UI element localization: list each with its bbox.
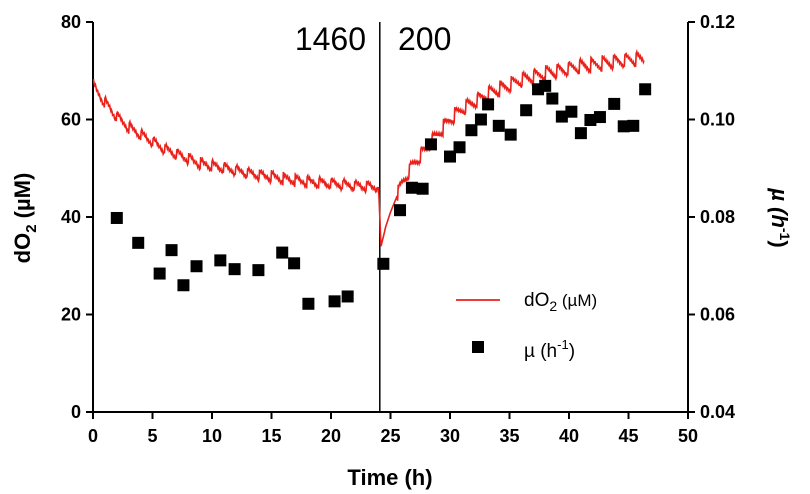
legend-do2-label: dO2 (µM) xyxy=(524,290,597,314)
y-right-tick-label: 0.04 xyxy=(700,402,735,422)
series-do2-line xyxy=(92,49,645,247)
y-left-tick-label: 80 xyxy=(61,12,81,32)
mu-point xyxy=(228,263,241,276)
y-axis-left-ticks: 0 20 40 60 80 xyxy=(61,12,93,422)
x-tick-label: 15 xyxy=(261,426,281,446)
y-right-tick-label: 0.08 xyxy=(700,207,735,227)
y-right-tick-label: 0.10 xyxy=(700,110,735,130)
annotation-right-phase: 200 xyxy=(398,21,451,57)
x-tick-label: 30 xyxy=(440,426,460,446)
y-left-tick-label: 40 xyxy=(61,207,81,227)
y-axis-right-title: µ (h-1) xyxy=(767,187,793,247)
mu-point xyxy=(482,98,495,111)
y-axis-right-ticks: 0.04 0.06 0.08 0.10 0.12 xyxy=(688,12,735,422)
mu-point xyxy=(214,254,227,267)
mu-point xyxy=(416,182,429,195)
mu-point xyxy=(252,264,265,277)
legend-mu-label: µ (h-1) xyxy=(524,337,575,362)
mu-point xyxy=(444,150,456,163)
mu-point xyxy=(153,267,166,280)
legend: dO2 (µM) µ (h-1) xyxy=(456,290,597,362)
mu-point xyxy=(394,204,407,217)
x-tick-label: 5 xyxy=(147,426,157,446)
mu-point xyxy=(165,244,178,257)
mu-point xyxy=(520,104,533,117)
x-tick-label: 10 xyxy=(202,426,222,446)
mu-point xyxy=(617,120,630,133)
y-right-title-unit: ) xyxy=(767,240,792,247)
x-tick-label: 20 xyxy=(321,426,341,446)
x-axis-ticks: 0 5 10 15 20 25 30 35 40 45 50 xyxy=(88,412,698,446)
mu-point xyxy=(276,246,289,259)
mu-point xyxy=(539,79,552,92)
mu-point xyxy=(177,279,190,292)
mu-point xyxy=(555,110,568,123)
x-tick-label: 50 xyxy=(678,426,698,446)
mu-point xyxy=(565,105,578,118)
y-right-tick-label: 0.06 xyxy=(700,305,735,325)
mu-point xyxy=(288,257,301,270)
x-axis-title: Time (h) xyxy=(347,465,432,490)
y-left-title-main: dO xyxy=(10,233,35,264)
mu-point xyxy=(546,92,559,105)
x-tick-label: 0 xyxy=(88,426,98,446)
mu-point xyxy=(492,119,505,132)
y-left-title-sub: 2 xyxy=(23,224,40,232)
mu-point xyxy=(504,128,517,141)
y-right-title-main: µ (h xyxy=(767,187,792,228)
x-tick-label: 40 xyxy=(559,426,579,446)
mu-point xyxy=(453,141,466,154)
mu-point xyxy=(608,97,621,110)
mu-point xyxy=(302,297,315,310)
mu-point xyxy=(639,83,652,96)
mu-point xyxy=(190,260,203,273)
mu-point xyxy=(574,127,587,140)
mu-point xyxy=(424,138,437,151)
x-tick-label: 45 xyxy=(618,426,638,446)
series-mu-markers xyxy=(110,79,652,310)
mu-point xyxy=(465,124,478,137)
legend-mu-swatch xyxy=(472,341,484,353)
y-axis-left-title: dO2 (µM) xyxy=(10,173,40,264)
mu-point xyxy=(328,295,341,308)
mu-point xyxy=(627,119,640,132)
mu-point xyxy=(593,111,606,124)
y-right-tick-label: 0.12 xyxy=(700,12,735,32)
mu-point xyxy=(584,113,597,126)
mu-point xyxy=(341,290,354,303)
annotation-left-phase: 1460 xyxy=(295,21,366,57)
x-tick-label: 35 xyxy=(499,426,519,446)
y-left-title-unit: (µM) xyxy=(10,173,35,225)
mu-point xyxy=(405,181,418,194)
mu-point xyxy=(132,236,145,249)
x-tick-label: 25 xyxy=(380,426,400,446)
y-left-tick-label: 20 xyxy=(61,305,81,325)
y-right-title-sup: -1 xyxy=(777,228,793,241)
mu-point xyxy=(110,211,123,224)
mu-point xyxy=(377,257,390,270)
mu-point xyxy=(474,113,487,126)
y-left-tick-label: 60 xyxy=(61,110,81,130)
y-left-tick-label: 0 xyxy=(71,402,81,422)
